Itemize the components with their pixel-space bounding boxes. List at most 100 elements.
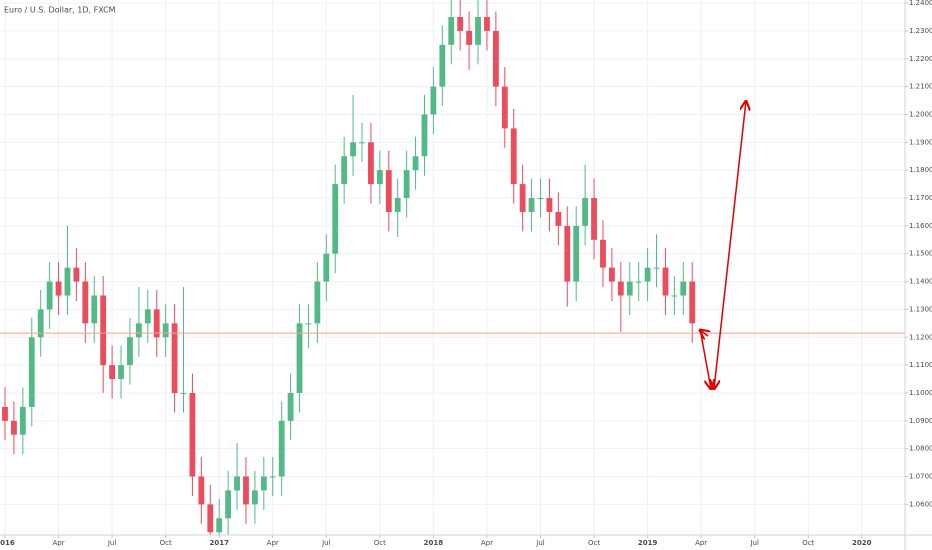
candle-body <box>64 267 71 296</box>
candle-body <box>626 281 633 296</box>
candle-body <box>617 281 624 296</box>
candle-body <box>359 142 365 144</box>
candle-body <box>573 225 580 282</box>
candle-body <box>519 184 526 212</box>
candle-body <box>135 323 142 338</box>
candle-body <box>109 365 115 380</box>
y-tick-label: 1.18000 <box>909 166 932 174</box>
candle-body <box>55 281 62 296</box>
y-tick-label: 1.14000 <box>909 278 932 286</box>
candle-body <box>394 198 401 212</box>
chart-title: Euro / U.S. Dollar, 1D, FXCM <box>4 6 116 15</box>
candle-body <box>484 16 490 31</box>
y-tick-label: 1.12000 <box>909 333 932 341</box>
y-tick-label: 1.15000 <box>909 250 932 258</box>
candle-body <box>171 323 178 393</box>
candle-body <box>180 392 187 394</box>
x-tick-label: 2016 <box>0 539 15 547</box>
drawings <box>700 101 746 389</box>
y-tick-label: 1.10000 <box>909 389 932 397</box>
candle-body <box>278 420 285 477</box>
candle-body <box>332 184 339 254</box>
x-tick-label: Apr <box>52 539 64 547</box>
candle-body <box>591 198 597 240</box>
y-tick-label: 1.17000 <box>909 194 932 202</box>
candle-body <box>555 211 562 226</box>
x-tick-label: Jul <box>749 539 759 547</box>
candle-body <box>689 281 696 324</box>
candle-body <box>510 128 517 185</box>
candle-body <box>582 198 589 226</box>
candle-body <box>466 30 473 45</box>
candle-body <box>207 504 214 533</box>
candle-body <box>269 476 276 478</box>
y-tick-label: 1.08000 <box>909 445 932 453</box>
y-tick-label: 1.21000 <box>909 83 932 91</box>
candle-body <box>100 295 107 366</box>
x-tick-label: Jul <box>535 539 545 547</box>
candle-body <box>19 406 26 435</box>
x-tick-label: Oct <box>374 539 386 547</box>
candle-body <box>564 225 571 282</box>
candle-body <box>528 198 535 212</box>
candle-body <box>11 420 17 435</box>
candle-body <box>635 281 642 283</box>
candle-body <box>546 198 553 212</box>
candle-body <box>198 476 205 505</box>
candle-body <box>671 295 678 297</box>
candle-body <box>91 295 98 324</box>
candle-body <box>430 86 437 115</box>
x-tick-label: Jul <box>321 539 331 547</box>
arrow <box>700 330 708 336</box>
candle-body <box>341 156 348 185</box>
candle-body <box>118 365 124 380</box>
x-tick-label: Apr <box>267 539 279 547</box>
candle-body <box>28 337 35 407</box>
candle-body <box>368 142 374 185</box>
x-tick-label: Oct <box>160 539 172 547</box>
candle-body <box>475 16 481 45</box>
x-tick-label: 2017 <box>209 539 229 547</box>
candle-body <box>162 323 169 338</box>
candle-body <box>537 198 544 200</box>
x-tick-label: 2018 <box>424 539 444 547</box>
candle-body <box>448 16 455 45</box>
x-tick-label: Oct <box>588 539 600 547</box>
x-tick-label: 2019 <box>638 539 658 547</box>
y-tick-label: 1.20000 <box>909 110 932 118</box>
candle-body <box>492 30 499 87</box>
y-tick-label: 1.11000 <box>909 361 932 369</box>
candle-body <box>2 406 8 421</box>
candle-body <box>600 239 606 268</box>
candle-body <box>127 337 133 366</box>
candle-body <box>46 281 53 310</box>
candle-body <box>314 281 321 324</box>
plot-area <box>0 0 905 535</box>
candle-body <box>609 267 615 282</box>
candle-body <box>662 267 669 296</box>
candle-body <box>421 114 428 157</box>
candle-body <box>501 86 508 129</box>
candle-body <box>225 490 232 519</box>
candle-body <box>350 142 356 157</box>
y-tick-label: 1.22000 <box>909 55 932 63</box>
candle-body <box>305 323 312 325</box>
candle-body <box>37 309 44 338</box>
candle-body <box>189 392 196 477</box>
y-tick-label: 1.23000 <box>909 27 932 35</box>
candle-body <box>385 170 392 212</box>
candle-body <box>243 476 249 505</box>
arrow <box>714 101 746 389</box>
x-tick-label: Jul <box>107 539 117 547</box>
candle-body <box>680 281 687 296</box>
candle-body <box>644 267 651 282</box>
x-tick-label: Oct <box>802 539 814 547</box>
candle-body <box>376 170 383 185</box>
candle-body <box>82 281 89 324</box>
candle-body <box>153 309 160 338</box>
candle-body <box>323 253 330 282</box>
x-tick-label: 2020 <box>852 539 872 547</box>
